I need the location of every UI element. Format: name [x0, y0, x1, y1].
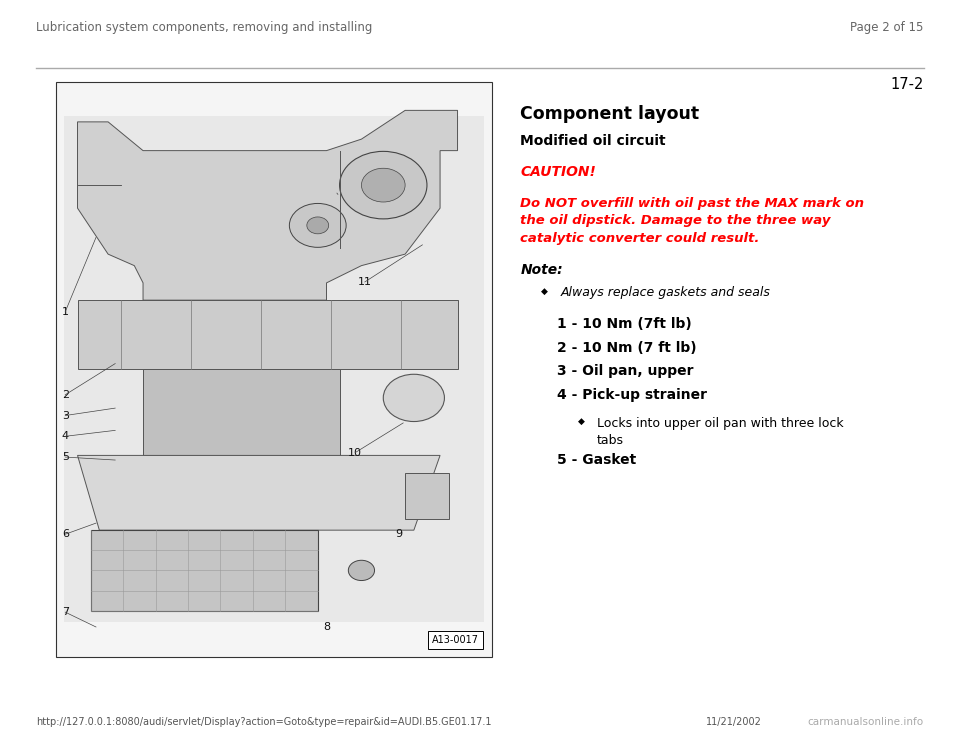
Text: Always replace gaskets and seals: Always replace gaskets and seals: [561, 286, 771, 300]
Text: Component layout: Component layout: [520, 105, 700, 123]
Text: 17-2: 17-2: [890, 77, 924, 92]
Text: 1: 1: [61, 306, 69, 317]
Circle shape: [348, 560, 374, 580]
Text: 2: 2: [61, 390, 69, 400]
FancyBboxPatch shape: [64, 116, 484, 622]
Text: 4: 4: [61, 431, 69, 441]
Polygon shape: [405, 473, 449, 519]
Circle shape: [289, 203, 347, 247]
Text: carmanualsonline.info: carmanualsonline.info: [807, 718, 924, 727]
Text: Modified oil circuit: Modified oil circuit: [520, 134, 666, 148]
Text: 7: 7: [61, 607, 69, 617]
Text: 4 - Pick-up strainer: 4 - Pick-up strainer: [557, 388, 707, 402]
Circle shape: [383, 374, 444, 421]
Text: ◆: ◆: [541, 286, 548, 295]
Text: ◆: ◆: [578, 417, 585, 426]
Circle shape: [307, 217, 328, 234]
Polygon shape: [78, 456, 440, 530]
Text: A13-0017: A13-0017: [432, 635, 479, 645]
Text: Locks into upper oil pan with three lock
tabs: Locks into upper oil pan with three lock…: [597, 417, 844, 447]
Text: Page 2 of 15: Page 2 of 15: [851, 21, 924, 34]
Text: Do NOT overfill with oil past the MAX mark on
the oil dipstick. Damage to the th: Do NOT overfill with oil past the MAX ma…: [520, 197, 864, 245]
Text: 3 - Oil pan, upper: 3 - Oil pan, upper: [557, 364, 693, 378]
Text: 5: 5: [61, 452, 69, 462]
Text: 2 - 10 Nm (7 ft lb): 2 - 10 Nm (7 ft lb): [557, 341, 696, 355]
Text: 9: 9: [395, 529, 402, 539]
Text: 3: 3: [61, 410, 69, 421]
Text: 11/21/2002: 11/21/2002: [706, 718, 761, 727]
Circle shape: [340, 151, 427, 219]
Text: 5 - Gasket: 5 - Gasket: [557, 453, 636, 467]
Text: 6: 6: [61, 529, 69, 539]
Text: Lubrication system components, removing and installing: Lubrication system components, removing …: [36, 21, 372, 34]
Circle shape: [361, 168, 405, 202]
Text: http://127.0.0.1:8080/audi/servlet/Display?action=Goto&type=repair&id=AUDI.B5.GE: http://127.0.0.1:8080/audi/servlet/Displ…: [36, 718, 492, 727]
Text: 8: 8: [323, 622, 330, 632]
Text: 11: 11: [358, 277, 372, 287]
Polygon shape: [90, 530, 318, 611]
FancyBboxPatch shape: [56, 82, 492, 657]
Polygon shape: [143, 369, 340, 456]
Polygon shape: [78, 300, 458, 369]
Text: 1 - 10 Nm (7ft lb): 1 - 10 Nm (7ft lb): [557, 317, 691, 331]
Polygon shape: [78, 111, 458, 300]
Text: CAUTION!: CAUTION!: [520, 165, 596, 179]
Text: Note:: Note:: [520, 263, 563, 278]
Text: 10: 10: [348, 447, 362, 458]
